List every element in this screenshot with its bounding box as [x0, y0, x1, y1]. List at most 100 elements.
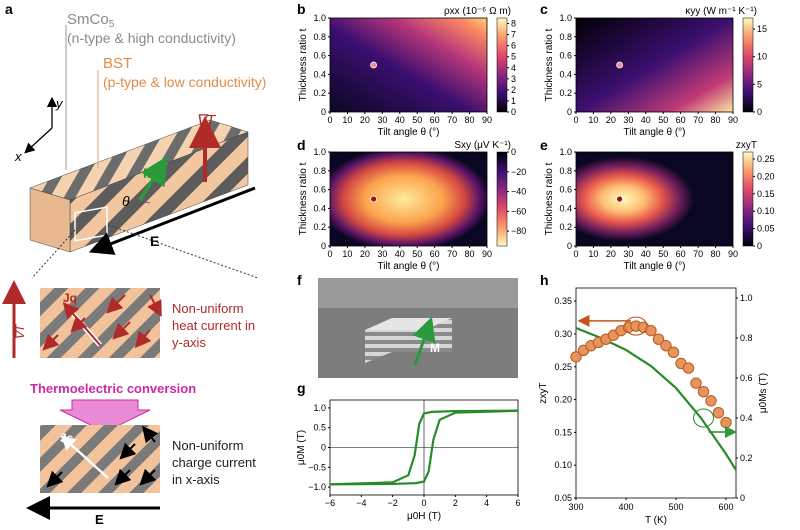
tilt-angle-arc	[131, 201, 151, 211]
panel-g-ylabel: μ0M (T)	[296, 430, 307, 465]
heatmap-b-xtick-label: 50	[412, 115, 422, 125]
panel-h-ytick-right-label: 0.6	[740, 373, 753, 383]
heatmap-c-xtick-label: 30	[623, 115, 633, 125]
heatmap-e-xtick-label: 0	[573, 249, 578, 259]
conversion-label: Thermoelectric conversion	[30, 381, 196, 396]
heatmap-c-xtick-label: 70	[693, 115, 703, 125]
heatmap-c-ytick-label: 0	[567, 107, 572, 117]
panel-g-letter: g	[297, 380, 306, 396]
heatmap-e-colorbar-tick-label: 0.20	[757, 171, 775, 181]
heatmap-e-xtick-label: 20	[606, 249, 616, 259]
panel-g-xlabel: μ0H (T)	[407, 511, 441, 522]
heatmap-c-xtick-label: 90	[728, 115, 738, 125]
panel-h-ytick-right-label: 0.4	[740, 413, 753, 423]
panel-f-letter: f	[297, 272, 302, 288]
panel-h-point	[720, 416, 732, 429]
heatmap-e-xtick-label: 10	[588, 249, 598, 259]
heatmap-e-ylabel: Thickness ratio t	[544, 162, 555, 235]
heat-text-line3: y-axis	[172, 335, 206, 350]
heatmap-e-xtick-label: 70	[693, 249, 703, 259]
heatmap-e-colorbar-tick-label: 0	[757, 241, 762, 251]
heatmap-b-ytick-label: 0.2	[313, 88, 326, 98]
heatmap-e-ytick-label: 0.2	[559, 222, 572, 232]
panel-h-point	[712, 406, 725, 419]
panel-h-ytick-right-label: 1.0	[740, 293, 753, 303]
heatmap-e-xtick-label: 40	[641, 249, 651, 259]
heatmap-b-xtick-label: 40	[395, 115, 405, 125]
heatmap-c-marker	[616, 61, 624, 69]
heatmap-d-xtick-label: 30	[377, 249, 387, 259]
panel-h-zt-circle	[624, 316, 648, 336]
x-axis-label: x	[14, 149, 22, 164]
heatmap-b-colorbar-tick-label: 4	[511, 63, 516, 73]
heat-current-small-arrows	[42, 294, 162, 351]
heatmap-b: b0 10 20 30 40 50 60 70 80 9000.20.40.60.81.0Tilt…	[297, 1, 516, 138]
heatmap-b-colorbar-tick-label: 5	[511, 52, 516, 62]
heatmap-b-ytick-label: 0	[321, 107, 326, 117]
heatmap-e-xlabel: Tilt angle θ (°)	[624, 261, 686, 272]
heatmap-d-xtick-label: 10	[342, 249, 352, 259]
heatmap-d-xtick-label: 80	[465, 249, 475, 259]
heatmap-c-xtick-label: 40	[641, 115, 651, 125]
panel-h-letter: h	[540, 272, 549, 288]
heatmap-e-title: zxyT	[736, 140, 757, 151]
panel-g-xtick-label: −4	[356, 498, 366, 508]
x-axis-arrow	[24, 127, 53, 154]
panel-h-xtick-label: 300	[568, 502, 583, 512]
panel-h-ytick-label: 0.05	[554, 493, 572, 503]
heatmap-e-colorbar-tick-label: 0.15	[757, 189, 775, 199]
magnetization-label: M	[143, 165, 155, 181]
charge-current-box	[40, 425, 160, 493]
conversion-arrow	[59, 399, 151, 433]
panel-e-letter: e	[540, 137, 548, 153]
panel-h-ytick-label: 0.20	[554, 395, 572, 405]
lower-electric-field-label: E	[95, 512, 104, 527]
panel-h-ytick-right-label: 0.2	[740, 453, 753, 463]
panel-f: f M	[297, 272, 518, 378]
charge-text-line2: charge current	[172, 455, 256, 470]
panel-g-series-descending	[329, 409, 519, 486]
panel-d-letter: d	[297, 137, 306, 153]
heatmap-b-colorbar-tick-label: 3	[511, 74, 516, 84]
heatmap-d-xtick-label: 50	[412, 249, 422, 259]
heatmap-c-colorbar-tick-label: 5	[757, 79, 762, 89]
heatmap-b-ytick-label: 0.4	[313, 69, 326, 79]
heatmap-d-colorbar	[496, 151, 508, 247]
electric-field-arrow	[88, 186, 256, 255]
heatmap-d-xtick-label: 40	[395, 249, 405, 259]
heatmap-c-colorbar	[742, 17, 754, 113]
panel-h-point	[690, 377, 702, 389]
heatmap-e-xtick-label: 80	[711, 249, 721, 259]
panel-a: a SmCo5 (n-type & high conductivity) BST…	[5, 1, 266, 279]
panel-h-ylabel-right: μ0Ms (T)	[758, 373, 769, 413]
panel-h-ytick-label: 0.35	[554, 296, 572, 306]
heatmap-b-xlabel: Tilt angle θ (°)	[378, 127, 440, 138]
heatmap-d-xtick-label: 0	[327, 249, 332, 259]
heatmap-d-title: Sxy (μV K⁻¹)	[454, 140, 511, 151]
panel-h-xtick-label: 600	[718, 502, 733, 512]
panel-c-letter: c	[540, 1, 548, 17]
heatmap-e-ytick-label: 0.8	[559, 166, 572, 176]
panel-h-point	[667, 346, 680, 359]
panel-h-ytick-label: 0.25	[554, 362, 572, 372]
heatmap-d-xtick-label: 70	[447, 249, 457, 259]
panel-h-ylabel: zxyT	[538, 382, 549, 403]
panel-b-letter: b	[297, 1, 306, 17]
heatmap-e-colorbar-tick-label: 0.05	[757, 224, 775, 234]
bst-title: BST	[103, 55, 132, 72]
panel-g-ytick-label: 0.5	[313, 423, 326, 433]
heatmap-c-xtick-label: 80	[711, 115, 721, 125]
heatmap-d-xtick-label: 20	[360, 249, 370, 259]
heatmap-e: e 0 10 20 30 40 50 60 70 80 90 0 0.2 0.4 0.6 0.8 1.0 Tilt…	[540, 137, 775, 272]
heatmap-b-ytick-label: 0.6	[313, 51, 326, 61]
heatmap-b-xtick-label: 80	[465, 115, 475, 125]
smco5-description: (n-type & high conductivity)	[67, 30, 236, 46]
heatmap-e-marker	[616, 195, 624, 203]
heatmap-c-plot	[575, 17, 734, 113]
panel-h-xlabel: T (K)	[645, 515, 667, 526]
heatmap-b-colorbar-tick-label: 2	[511, 85, 516, 95]
heatmap-e-colorbar-tick-label: 0.25	[757, 154, 775, 164]
heatmap-c-colorbar-tick-label: 10	[757, 52, 767, 62]
heatmap-b-ytick-label: 1.0	[313, 13, 326, 23]
heatmap-c-xtick-label: 20	[606, 115, 616, 125]
